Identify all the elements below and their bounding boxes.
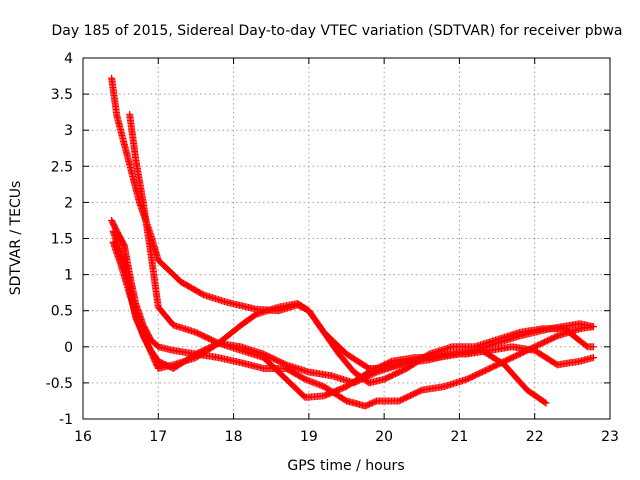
y-tick-label: 3.5 [51, 87, 73, 103]
x-tick-label: 17 [149, 429, 167, 445]
x-axis-label: GPS time / hours [287, 458, 404, 474]
x-tick-label: 22 [526, 429, 544, 445]
axis-ticks: 16 17 18 19 20 21 22 23 -1 -0.5 0 0.5 1 1.5 2 2.5 3 3.5 4 [46, 51, 619, 445]
x-tick-label: 21 [451, 429, 469, 445]
x-tick-label: 19 [300, 429, 318, 445]
chart-title: Day 185 of 2015, Sidereal Day-to-day VTE… [51, 23, 622, 39]
y-tick-label: 4 [64, 51, 73, 67]
y-tick-label: 2.5 [51, 159, 73, 175]
x-tick-label: 18 [225, 429, 243, 445]
data-point [589, 323, 597, 331]
x-tick-label: 20 [375, 429, 393, 445]
y-tick-label: 0.5 [51, 304, 73, 320]
x-tick-label: 16 [74, 429, 92, 445]
y-tick-label: -1 [59, 412, 73, 428]
series-track-5 [109, 227, 597, 387]
data-marks [108, 74, 597, 410]
y-axis-label: SDTVAR / TECUs [8, 181, 24, 296]
data-point [589, 354, 597, 362]
y-tick-label: 0 [64, 340, 73, 356]
y-tick-label: 2 [64, 195, 73, 211]
plot-frame [82, 57, 611, 420]
x-tick-label: 23 [601, 429, 619, 445]
grid-lines [83, 58, 610, 419]
y-tick-label: 3 [64, 123, 73, 139]
y-tick-label: -0.5 [46, 376, 73, 392]
y-tick-label: 1.5 [51, 232, 73, 248]
y-tick-label: 1 [64, 268, 73, 284]
data-point [541, 398, 549, 406]
data-point [542, 399, 550, 407]
data-point [589, 343, 597, 351]
